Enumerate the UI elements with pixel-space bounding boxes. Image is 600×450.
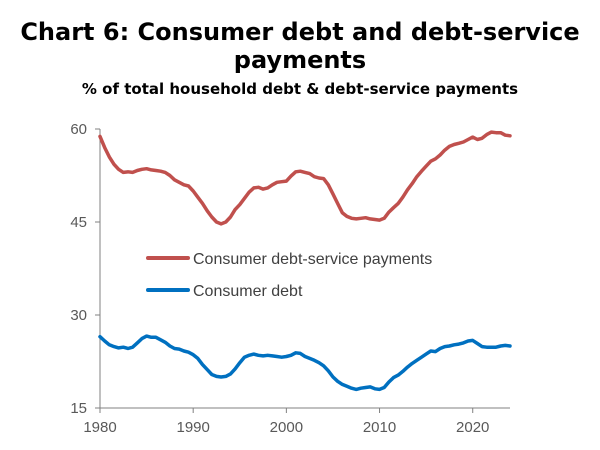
y-tick-label: 45 bbox=[70, 214, 87, 231]
y-tick-label: 15 bbox=[70, 400, 87, 417]
x-tick-label: 2000 bbox=[270, 419, 303, 436]
debt-service-payments-line bbox=[98, 130, 512, 226]
x-tick-label: 1980 bbox=[83, 419, 116, 436]
y-tick-label: 60 bbox=[70, 121, 87, 138]
x-axis: 1980 1990 2000 2010 2020 bbox=[83, 407, 510, 436]
y-tick-label: 30 bbox=[70, 307, 87, 324]
chart-title: Chart 6: Consumer debt and debt-service … bbox=[20, 18, 580, 74]
x-tick-label: 1990 bbox=[176, 419, 209, 436]
legend-label: Consumer debt-service payments bbox=[193, 251, 432, 268]
chart-subtitle: % of total household debt & debt-service… bbox=[81, 80, 519, 98]
x-tick-label: 2020 bbox=[456, 419, 489, 436]
x-tick-label: 2010 bbox=[363, 419, 396, 436]
legend-label: Consumer debt bbox=[193, 283, 303, 300]
y-axis: 15 30 45 60 bbox=[70, 121, 101, 417]
legend: Consumer debt-service payments Consumer d… bbox=[146, 251, 432, 300]
series-layer bbox=[98, 130, 512, 392]
consumer-debt-line bbox=[98, 334, 512, 392]
